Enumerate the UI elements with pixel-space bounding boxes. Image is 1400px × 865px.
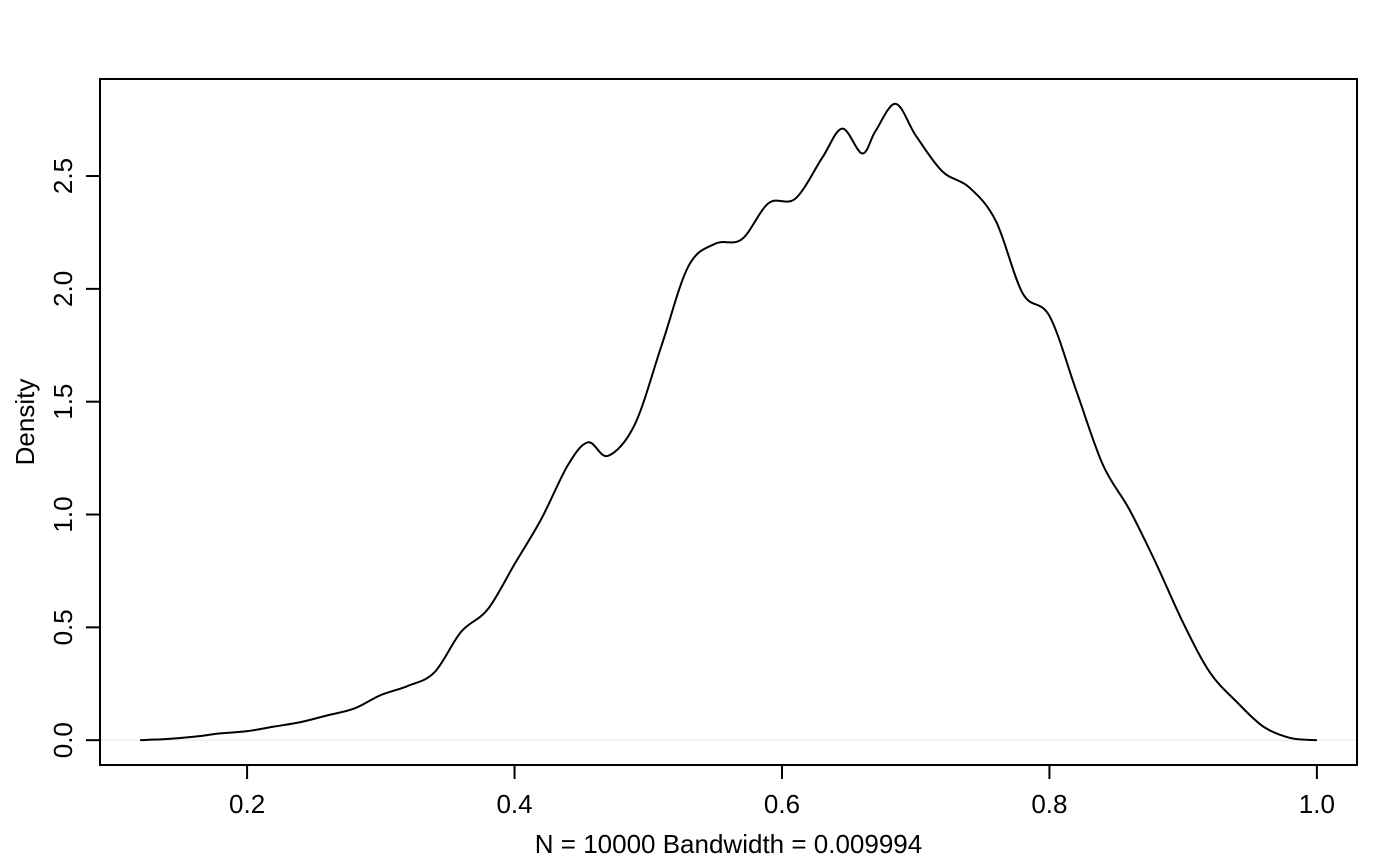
- x-tick-label: 0.4: [496, 789, 532, 819]
- y-tick-label: 1.0: [48, 496, 78, 532]
- y-tick-label: 2.5: [48, 158, 78, 194]
- x-tick-label: 0.2: [229, 789, 265, 819]
- y-tick-label: 1.5: [48, 384, 78, 420]
- x-tick-label: 0.8: [1031, 789, 1067, 819]
- y-axis: 0.0 0.5 1.0 1.5 2.0 2.5: [48, 158, 101, 758]
- y-tick-label: 2.0: [48, 271, 78, 307]
- y-axis-label: Density: [10, 379, 40, 466]
- x-axis: 0.2 0.4 0.6 0.8 1.0: [229, 764, 1335, 819]
- x-tick-label: 0.6: [764, 789, 800, 819]
- y-tick-label: 0.5: [48, 609, 78, 645]
- x-axis-label: N = 10000 Bandwidth = 0.009994: [535, 829, 922, 859]
- y-tick-label: 0.0: [48, 722, 78, 758]
- x-tick-label: 1.0: [1299, 789, 1335, 819]
- density-curve: [140, 102, 1317, 742]
- plot-frame: [99, 78, 1358, 766]
